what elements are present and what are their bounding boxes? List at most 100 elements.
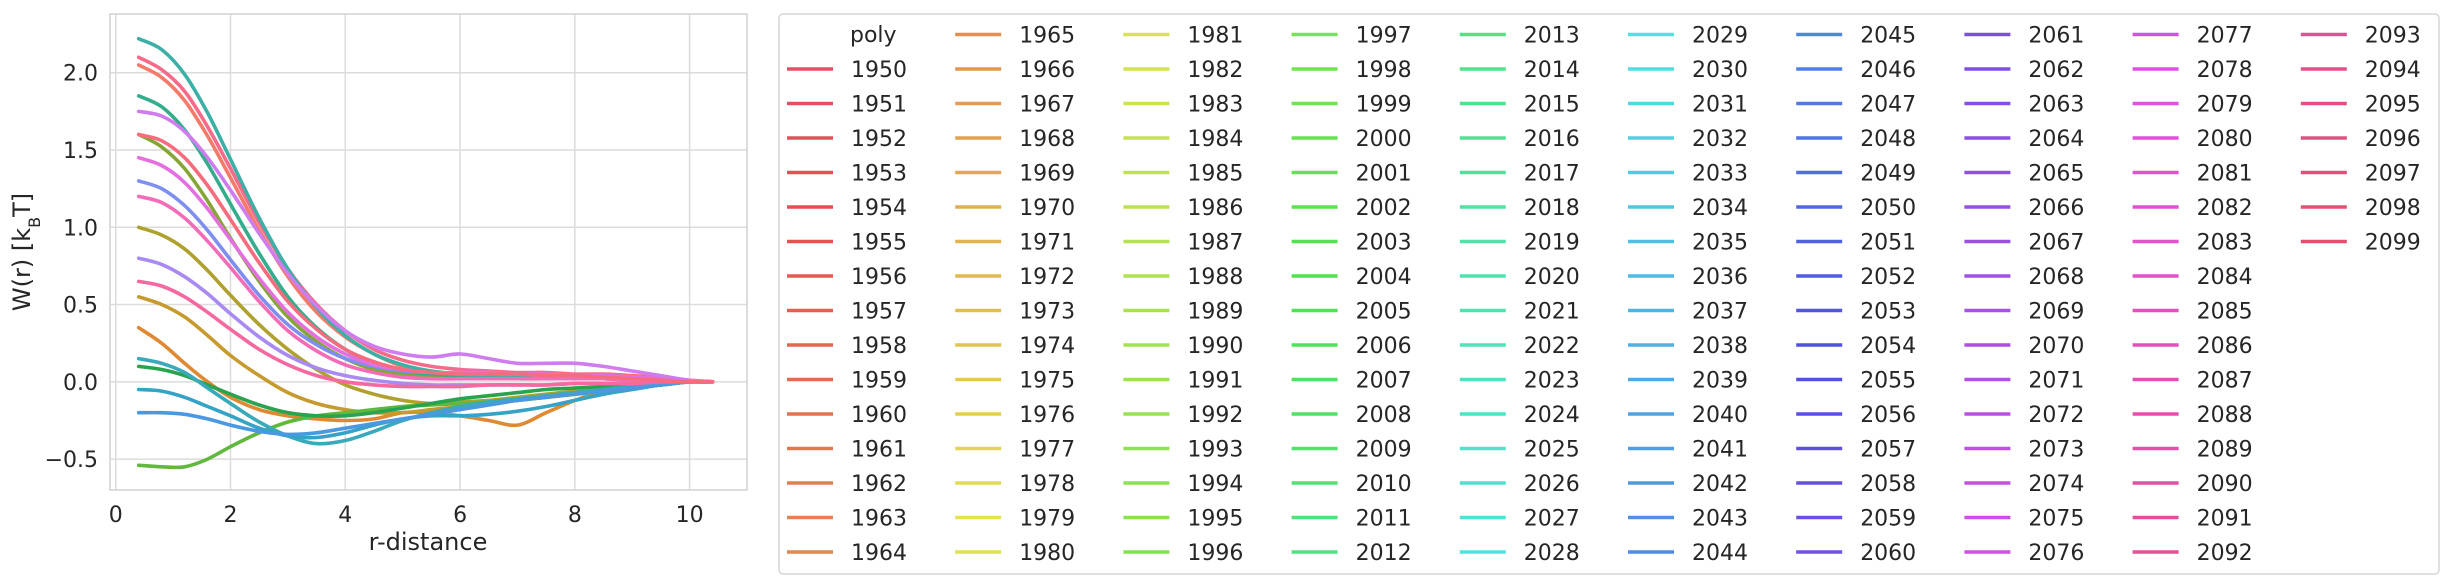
legend-label: 2037 (1692, 300, 1748, 325)
legend-entry: 2010 (1291, 472, 1412, 497)
legend-entry: 2081 (2132, 162, 2253, 187)
legend-entry: 2021 (1459, 300, 1580, 325)
legend-entry: 2059 (1796, 507, 1916, 532)
legend-label: 1954 (851, 196, 907, 221)
legend-label: 2081 (2197, 162, 2253, 187)
legend-label: 2002 (1356, 196, 1412, 221)
legend-label: 2071 (2028, 369, 2084, 394)
legend-label: 2012 (1356, 541, 1412, 566)
legend-label: 1995 (1187, 507, 1243, 532)
legend-entry: 2091 (2132, 507, 2253, 532)
legend-label: 1997 (1356, 24, 1412, 49)
legend-entry: 2074 (1964, 472, 2084, 497)
legend-label: 2096 (2365, 127, 2421, 152)
legend-entry: 1983 (1123, 93, 1243, 118)
legend-entry: 2029 (1628, 24, 1748, 49)
gridlines (110, 14, 747, 490)
legend-label: 2039 (1692, 369, 1748, 394)
legend-entry: 1954 (787, 196, 907, 221)
legend-label: 2062 (2028, 58, 2084, 83)
legend-entry: 1995 (1123, 507, 1243, 532)
legend-label: 2072 (2028, 403, 2084, 428)
legend-label: 2009 (1356, 438, 1412, 463)
legend-label: 2045 (1860, 24, 1916, 49)
legend-entry: 2028 (1459, 541, 1580, 566)
legend-entry: 2060 (1796, 541, 1916, 566)
legend-label: 2033 (1692, 162, 1748, 187)
legend-label: 2063 (2028, 93, 2084, 118)
legend-entry: 2071 (1964, 369, 2084, 394)
legend-entry: 1973 (955, 300, 1075, 325)
legend-label: 1952 (851, 127, 907, 152)
legend-label: 1980 (1019, 541, 1075, 566)
legend-entry: 1997 (1291, 24, 1412, 49)
legend-entry: 2057 (1796, 438, 1916, 463)
legend-entry: 2006 (1291, 334, 1412, 359)
legend-label: 2070 (2028, 334, 2084, 359)
legend-label: 2061 (2028, 24, 2084, 49)
legend-label: 2078 (2197, 58, 2253, 83)
legend-entry: 2083 (2132, 231, 2253, 256)
legend-entry: 1982 (1123, 58, 1243, 83)
y-tick-label: 0.0 (63, 371, 98, 396)
legend-entry: 2096 (2300, 127, 2421, 152)
legend-entry: 2087 (2132, 369, 2253, 394)
legend-entry: 1955 (787, 231, 907, 256)
legend-label: 2022 (1524, 334, 1580, 359)
legend-label: 1963 (851, 507, 907, 532)
legend-label: 1967 (1019, 93, 1075, 118)
legend-label: 2073 (2028, 438, 2084, 463)
legend-label: 1964 (851, 541, 907, 566)
legend-label: 1981 (1187, 24, 1243, 49)
legend-entry: 1999 (1291, 93, 1412, 118)
legend-entry: 2072 (1964, 403, 2084, 428)
legend-label: 2042 (1692, 472, 1748, 497)
legend-label: 2059 (1860, 507, 1916, 532)
legend-label: 2019 (1524, 231, 1580, 256)
legend-label: 2085 (2197, 300, 2253, 325)
legend-entry: 1994 (1123, 472, 1243, 497)
legend-entry: 2011 (1291, 507, 1412, 532)
legend-entry: 2055 (1796, 369, 1916, 394)
plot-frame (109, 13, 748, 491)
legend-label: 2030 (1692, 58, 1748, 83)
y-tick-label: −0.5 (45, 448, 98, 473)
legend-label: 2034 (1692, 196, 1748, 221)
legend-entry: 2003 (1291, 231, 1412, 256)
legend-label: 1998 (1356, 58, 1412, 83)
legend-entry: 1996 (1123, 541, 1243, 566)
legend-entry: 2034 (1628, 196, 1748, 221)
legend-entry: 2069 (1964, 300, 2084, 325)
legend-label: 2004 (1356, 265, 1412, 290)
legend-label: 1959 (851, 369, 907, 394)
x-tick-label: 2 (224, 503, 238, 528)
legend-entry: 2037 (1628, 300, 1748, 325)
legend-entry: 1987 (1123, 231, 1243, 256)
legend-label: 1993 (1187, 438, 1243, 463)
legend-entry: 2082 (2132, 196, 2253, 221)
legend-label: 2099 (2365, 231, 2421, 256)
legend-label: 2025 (1524, 438, 1580, 463)
legend-entry: 1952 (787, 127, 907, 152)
legend-label: 1971 (1019, 231, 1075, 256)
legend-label: 2088 (2197, 403, 2253, 428)
legend-label: 1996 (1187, 541, 1243, 566)
series-lines (136, 36, 715, 470)
legend-entry: 1992 (1123, 403, 1243, 428)
legend-entry: 2043 (1628, 507, 1748, 532)
legend-entry: 1969 (955, 162, 1075, 187)
legend-entries: 1950 1951 1952 1953 1954 1955 1956 1957 1958 1959… (787, 24, 2421, 566)
legend-label: 1983 (1187, 93, 1243, 118)
legend-entry: 2023 (1459, 369, 1580, 394)
legend-label: 1974 (1019, 334, 1075, 359)
legend-entry: 2002 (1291, 196, 1412, 221)
legend-entry: 2068 (1964, 265, 2084, 290)
legend-label: 1986 (1187, 196, 1243, 221)
legend-label: 2040 (1692, 403, 1748, 428)
legend-entry: 2077 (2132, 24, 2253, 49)
legend-entry: 2075 (1964, 507, 2084, 532)
legend-entry: 2046 (1796, 58, 1916, 83)
legend-entry: 2051 (1796, 231, 1916, 256)
legend-entry: 2047 (1796, 93, 1916, 118)
legend-entry: 2038 (1628, 334, 1748, 359)
